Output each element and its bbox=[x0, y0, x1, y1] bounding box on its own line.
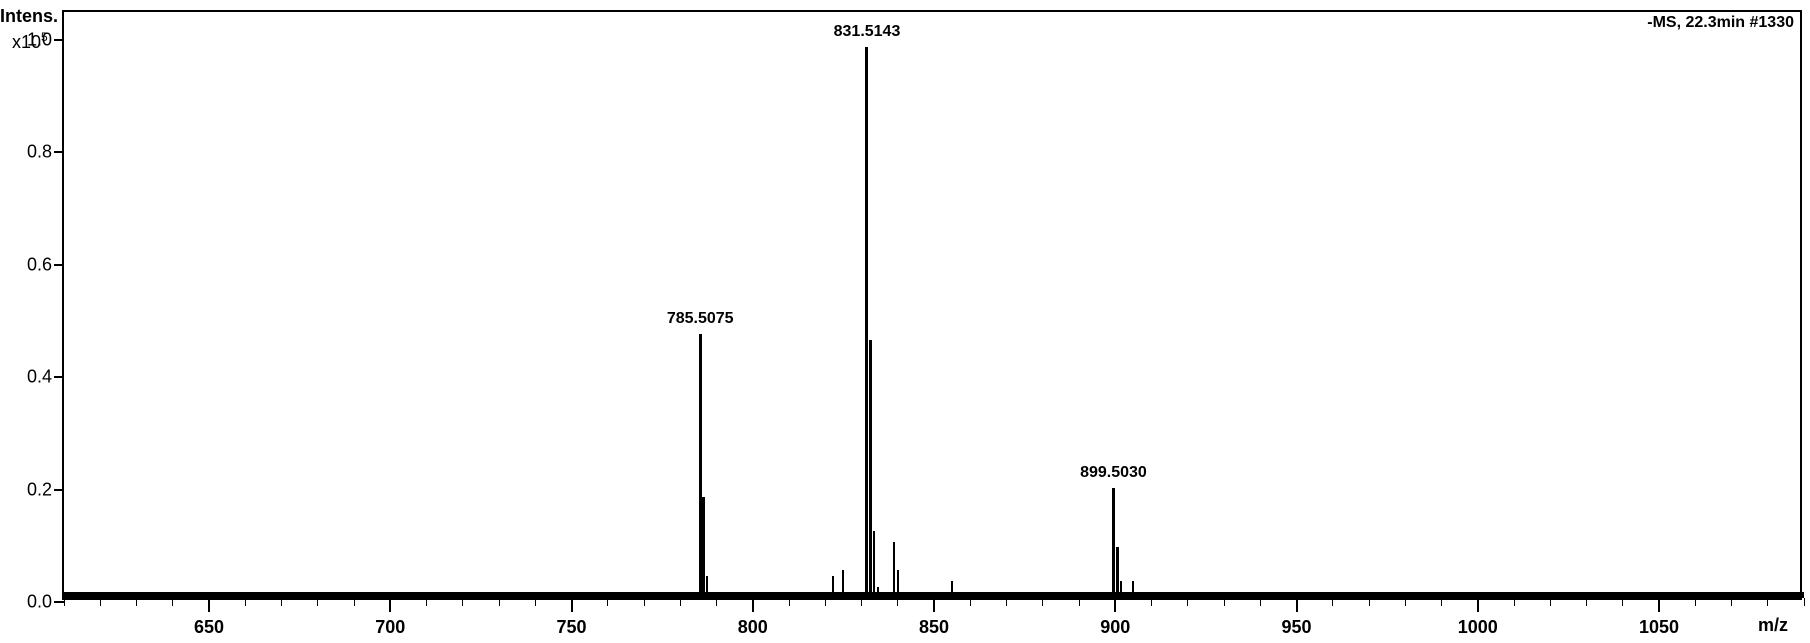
x-tick-minor bbox=[607, 598, 608, 606]
x-tick-minor bbox=[1187, 598, 1188, 606]
x-tick-label: 1050 bbox=[1639, 617, 1679, 638]
y-tick bbox=[54, 151, 64, 153]
x-tick-major bbox=[1296, 598, 1298, 612]
x-tick-minor bbox=[462, 598, 463, 606]
x-tick-minor bbox=[1731, 598, 1732, 606]
x-tick-minor bbox=[644, 598, 645, 606]
annotation-top-right: -MS, 22.3min #1330 bbox=[1647, 14, 1794, 32]
y-tick-label: 0.6 bbox=[16, 254, 52, 275]
x-tick-minor bbox=[1804, 598, 1805, 606]
x-tick-minor bbox=[1405, 598, 1406, 606]
plot-area: -MS, 22.3min #1330 m/z 0.00.20.40.60.81.… bbox=[62, 10, 1802, 600]
x-tick-minor bbox=[1622, 598, 1623, 606]
x-tick-major bbox=[208, 598, 210, 612]
chart-wrap: Intens. x105 -MS, 22.3min #1330 m/z 0.00… bbox=[0, 0, 1810, 643]
x-tick-major bbox=[1114, 598, 1116, 612]
x-tick-minor bbox=[100, 598, 101, 606]
y-tick-label: 0.0 bbox=[16, 592, 52, 613]
x-axis-title: m/z bbox=[1758, 615, 1788, 636]
baseline-noise bbox=[64, 592, 1804, 598]
x-tick-minor bbox=[1042, 598, 1043, 606]
y-tick bbox=[54, 601, 64, 603]
x-tick-minor bbox=[1586, 598, 1587, 606]
y-axis-title: Intens. bbox=[0, 6, 58, 27]
peak-bar bbox=[865, 47, 868, 598]
peak-bar bbox=[1132, 581, 1134, 598]
peak-label: 899.5030 bbox=[1080, 464, 1147, 482]
x-tick-minor bbox=[1767, 598, 1768, 606]
y-tick-label: 1.0 bbox=[16, 30, 52, 51]
x-tick-minor bbox=[716, 598, 717, 606]
x-tick-major bbox=[571, 598, 573, 612]
x-tick-minor bbox=[499, 598, 500, 606]
x-tick-major bbox=[1477, 598, 1479, 612]
y-tick bbox=[54, 376, 64, 378]
x-tick-label: 950 bbox=[1281, 617, 1311, 638]
x-tick-minor bbox=[535, 598, 536, 606]
peak-bar bbox=[832, 576, 834, 598]
x-tick-minor bbox=[1695, 598, 1696, 606]
x-tick-minor bbox=[136, 598, 137, 606]
x-tick-minor bbox=[1369, 598, 1370, 606]
x-tick-minor bbox=[1332, 598, 1333, 606]
x-tick-minor bbox=[1441, 598, 1442, 606]
peak-bar bbox=[1120, 581, 1122, 598]
peak-bar bbox=[951, 581, 953, 598]
x-tick-label: 700 bbox=[375, 617, 405, 638]
peak-bar bbox=[877, 587, 879, 598]
x-tick-label: 1000 bbox=[1458, 617, 1498, 638]
x-tick-minor bbox=[861, 598, 862, 606]
y-tick-label: 0.8 bbox=[16, 142, 52, 163]
x-tick-minor bbox=[245, 598, 246, 606]
x-tick-minor bbox=[1550, 598, 1551, 606]
x-tick-label: 900 bbox=[1100, 617, 1130, 638]
x-tick-minor bbox=[825, 598, 826, 606]
y-tick-label: 0.2 bbox=[16, 479, 52, 500]
y-tick-label: 0.4 bbox=[16, 367, 52, 388]
x-tick-minor bbox=[281, 598, 282, 606]
x-tick-minor bbox=[1260, 598, 1261, 606]
x-tick-minor bbox=[426, 598, 427, 606]
x-tick-major bbox=[933, 598, 935, 612]
x-tick-minor bbox=[1224, 598, 1225, 606]
peak-label: 785.5075 bbox=[667, 310, 734, 328]
x-tick-minor bbox=[354, 598, 355, 606]
peak-bar bbox=[1116, 547, 1119, 598]
peak-bar bbox=[699, 334, 702, 598]
x-tick-label: 650 bbox=[194, 617, 224, 638]
peak-bar bbox=[897, 570, 899, 598]
x-tick-minor bbox=[970, 598, 971, 606]
x-tick-major bbox=[752, 598, 754, 612]
x-tick-major bbox=[389, 598, 391, 612]
x-tick-minor bbox=[1079, 598, 1080, 606]
y-tick bbox=[54, 264, 64, 266]
peak-bar bbox=[842, 570, 844, 598]
peak-bar bbox=[702, 497, 705, 598]
x-tick-minor bbox=[64, 598, 65, 606]
peak-bar bbox=[873, 531, 875, 598]
x-tick-minor bbox=[172, 598, 173, 606]
y-tick bbox=[54, 39, 64, 41]
peak-bar bbox=[706, 576, 708, 598]
x-tick-minor bbox=[1514, 598, 1515, 606]
x-tick-label: 750 bbox=[556, 617, 586, 638]
x-tick-minor bbox=[1151, 598, 1152, 606]
x-tick-minor bbox=[897, 598, 898, 606]
x-tick-minor bbox=[789, 598, 790, 606]
x-tick-minor bbox=[1006, 598, 1007, 606]
peak-bar bbox=[869, 340, 872, 598]
x-tick-label: 800 bbox=[738, 617, 768, 638]
peak-bar bbox=[1112, 488, 1115, 598]
peak-bar bbox=[893, 542, 895, 598]
peak-label: 831.5143 bbox=[834, 23, 901, 41]
y-tick bbox=[54, 489, 64, 491]
x-tick-minor bbox=[680, 598, 681, 606]
x-tick-major bbox=[1658, 598, 1660, 612]
x-tick-label: 850 bbox=[919, 617, 949, 638]
x-tick-minor bbox=[317, 598, 318, 606]
